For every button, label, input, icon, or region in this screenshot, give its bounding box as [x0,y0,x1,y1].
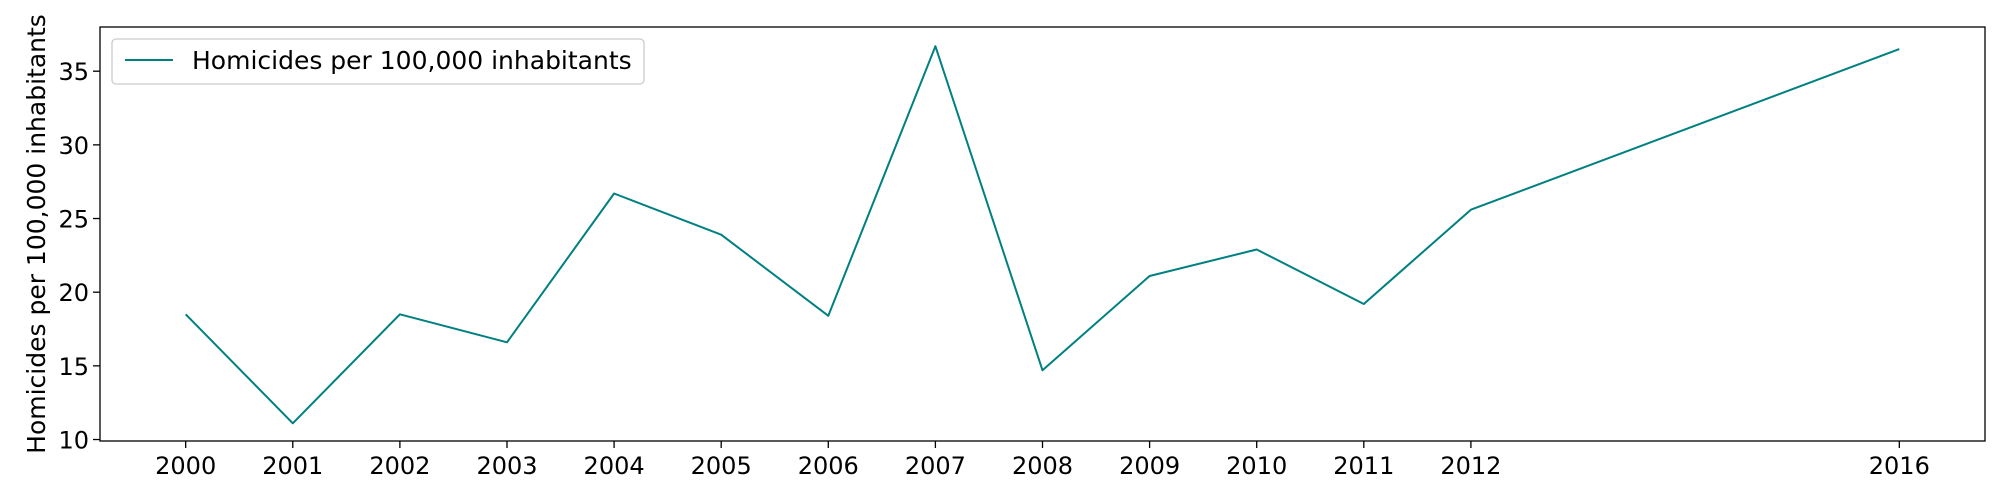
x-tick-label: 2004 [584,452,645,480]
y-tick-label: 10 [58,427,89,455]
series-line-0 [184,45,1900,425]
axis-ticks: 2000 2001 2002 2003 2004 2005 2006 2007 2008 2009… [58,58,1929,480]
y-tick-label: 15 [58,353,89,381]
x-tick-label: 2010 [1226,452,1287,480]
x-tick-label: 2006 [798,452,859,480]
x-tick-label: 2011 [1333,452,1394,480]
x-tick-label: 2001 [262,452,323,480]
x-tick-label: 2008 [1012,452,1073,480]
x-tick-label: 2003 [476,452,537,480]
x-tick-label: 2002 [369,452,430,480]
x-tick-label: 2000 [155,452,216,480]
x-tick-label: 2009 [1119,452,1180,480]
y-tick-label: 30 [58,132,89,160]
legend-label: Homicides per 100,000 inhabitants [192,46,632,75]
x-tick-label: 2012 [1440,452,1501,480]
chart-marks [184,45,1900,425]
legend: Homicides per 100,000 inhabitants [111,38,645,85]
legend-box [111,38,645,85]
x-tick-label: 2005 [691,452,752,480]
x-tick-label: 2007 [905,452,966,480]
plot-area-frame [99,26,1986,442]
x-tick-label: 2016 [1869,452,1930,480]
y-tick-label: 20 [58,279,89,307]
y-axis-label: Homicides per 100,000 inhabitants [22,14,51,454]
y-tick-label: 35 [58,58,89,86]
y-tick-label: 25 [58,206,89,234]
